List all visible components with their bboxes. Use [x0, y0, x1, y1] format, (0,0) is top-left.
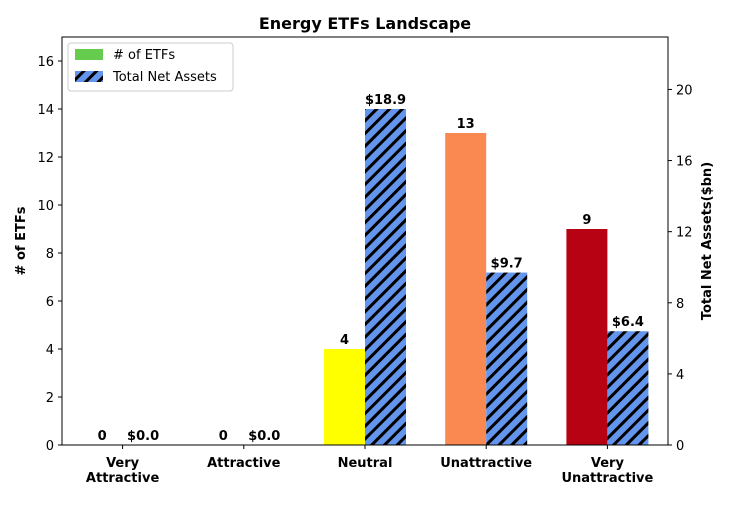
- y-left-tick-label-0: 0: [46, 439, 54, 454]
- y-right-tick-label-1: 4: [676, 368, 684, 383]
- legend-swatch-assets: [75, 71, 103, 82]
- data-label-assets-0: $0.0: [127, 429, 159, 444]
- data-label-assets-1: $0.0: [248, 429, 280, 444]
- y-right-tick-label-4: 16: [676, 155, 693, 170]
- data-label-etfs-2: 4: [340, 333, 349, 348]
- category-label-4: Very Unattractive: [561, 456, 653, 486]
- y-left-tick-label-6: 12: [37, 151, 54, 166]
- y-left-tick-label-3: 6: [46, 295, 54, 310]
- y-axis-left-title: # of ETFs: [14, 206, 29, 275]
- bar-etfs-3: [445, 133, 487, 445]
- category-label-2: Neutral: [338, 456, 393, 471]
- bar-assets-3: [486, 272, 528, 445]
- data-label-assets-3: $9.7: [491, 257, 523, 272]
- data-label-etfs-0: 0: [98, 429, 107, 444]
- chart-title: Energy ETFs Landscape: [259, 14, 471, 33]
- y-left-tick-label-8: 16: [37, 55, 54, 70]
- category-label-1: Attractive: [207, 456, 281, 471]
- legend-label-etfs: # of ETFs: [113, 48, 175, 63]
- data-label-assets-4: $6.4: [612, 315, 644, 330]
- y-axis-right-title: Total Net Assets($bn): [700, 162, 715, 320]
- plot-frame: [61, 36, 669, 446]
- legend-label-assets: Total Net Assets: [112, 70, 217, 85]
- y-right-tick-label-5: 20: [676, 83, 693, 98]
- category-label-0: Very Attractive: [86, 456, 160, 486]
- bar-assets-4: [607, 331, 649, 445]
- y-left-tick-label-1: 2: [46, 391, 54, 406]
- data-label-etfs-1: 0: [219, 429, 228, 444]
- category-label-3: Unattractive: [440, 456, 532, 471]
- y-right-tick-label-3: 12: [676, 226, 693, 241]
- bar-etfs-4: [566, 229, 608, 445]
- legend-box: [67, 42, 234, 92]
- y-left-tick-label-4: 8: [46, 247, 54, 262]
- y-right-tick-label-0: 0: [676, 439, 684, 454]
- y-left-tick-label-5: 10: [37, 199, 54, 214]
- y-left-tick-label-7: 14: [37, 103, 54, 118]
- bar-assets-2: [365, 109, 406, 445]
- data-label-assets-2: $18.9: [365, 93, 406, 108]
- y-right-tick-label-2: 8: [676, 297, 684, 312]
- y-left-tick-label-2: 4: [46, 343, 54, 358]
- legend: # of ETFs Total Net Assets: [67, 42, 234, 92]
- legend-swatch-etfs: [75, 49, 103, 60]
- bar-etfs-2: [324, 349, 365, 445]
- data-label-etfs-3: 13: [457, 117, 475, 132]
- data-label-etfs-4: 9: [582, 213, 591, 228]
